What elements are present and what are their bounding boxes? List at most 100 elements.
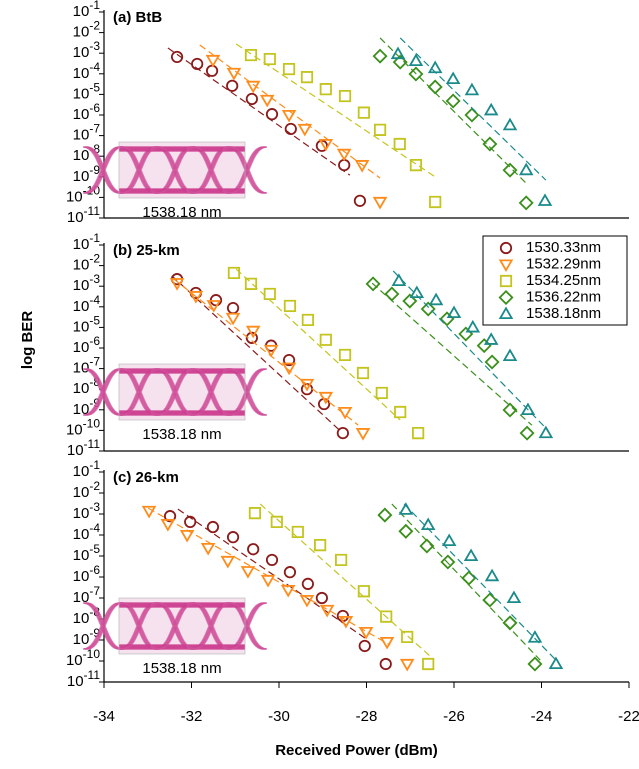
data-point [284,64,294,74]
y-tick-label: 10-1 [73,231,101,253]
y-tick-label: 10-5 [73,542,101,564]
data-point [395,139,405,149]
data-point [207,66,217,76]
data-point [246,279,256,289]
data-point [520,164,531,174]
x-axis-label: Received Power (dBm) [275,742,438,759]
data-point [202,544,213,554]
data-point [485,105,496,115]
data-point [486,356,498,368]
data-point [248,544,258,554]
y-tick-label: 10-5 [73,314,101,336]
data-point [447,95,459,107]
data-point [303,315,313,325]
data-point [317,593,327,603]
data-point [339,408,350,418]
data-point [504,617,516,629]
data-point [283,111,294,121]
data-point [321,335,331,345]
eye-diagram [83,364,267,420]
data-point [467,322,478,332]
data-point [520,197,532,209]
data-point [465,550,476,560]
data-point [359,586,369,596]
data-point [265,289,275,299]
data-point [321,84,331,94]
inset-label: 1538.18 nm [142,426,221,443]
data-point [400,525,412,537]
data-point [539,195,550,205]
data-point [338,611,348,621]
data-point [460,328,472,340]
data-point [400,504,411,514]
y-tick-label: 10-4 [73,521,101,543]
panel-title: (b) 25-km [113,242,180,259]
data-point [413,428,423,438]
data-point [192,59,202,69]
data-point [429,81,441,93]
data-point [261,96,272,106]
data-point [356,161,367,171]
data-point [442,556,454,568]
y-tick-label: 10-7 [73,122,101,144]
data-point [392,48,403,58]
data-point [208,522,218,532]
y-tick-label: 10-2 [73,19,101,41]
y-tick-label: 10-3 [73,39,101,61]
data-point [267,109,277,119]
y-tick-label: 10-1 [73,0,101,20]
data-point [228,532,238,542]
data-point [447,73,458,83]
data-point [250,508,260,518]
data-point [340,350,350,360]
data-point [521,427,533,439]
data-point [466,109,478,121]
data-point [267,555,277,565]
data-point [286,124,296,134]
data-point [484,594,496,606]
x-tick-label: -22 [618,708,639,725]
data-point [293,527,303,537]
data-point [303,579,313,589]
data-point [358,368,368,378]
data-point [504,164,516,176]
y-tick-label: 10-10 [66,647,100,669]
x-tick-label: -34 [93,708,115,725]
data-point [242,567,253,577]
chart: 10-110-210-310-410-510-610-710-810-910-1… [0,0,639,769]
data-point [443,535,454,545]
y-tick-label: 10-11 [67,668,100,690]
data-point [430,294,441,304]
data-point [285,301,295,311]
data-point [484,138,496,150]
data-point [359,107,369,117]
data-point [386,288,398,300]
data-point [357,429,368,439]
data-point [265,54,275,64]
data-point [395,407,405,417]
fit-line [400,38,546,180]
legend-label: 1536.22nm [526,288,601,305]
data-point [229,268,239,278]
data-point [540,427,551,437]
x-tick-label: -24 [531,708,553,725]
y-tick-label: 10-10 [66,417,100,439]
data-point [478,339,490,351]
data-point [320,393,331,403]
x-tick-label: -28 [356,708,378,725]
data-point [207,56,218,66]
fit-line [236,269,400,420]
data-point [302,72,312,82]
data-point [377,388,387,398]
y-tick-label: 10-6 [73,334,101,356]
x-tick-label: -26 [443,708,465,725]
data-point [262,576,273,586]
data-point [227,81,237,91]
y-tick-label: 10-4 [73,293,101,315]
data-point [486,570,497,580]
data-point [247,94,257,104]
y-tick-label: 10-6 [73,563,101,585]
panel-title: (a) BtB [113,9,162,26]
data-point [441,313,453,325]
data-point [338,428,348,438]
